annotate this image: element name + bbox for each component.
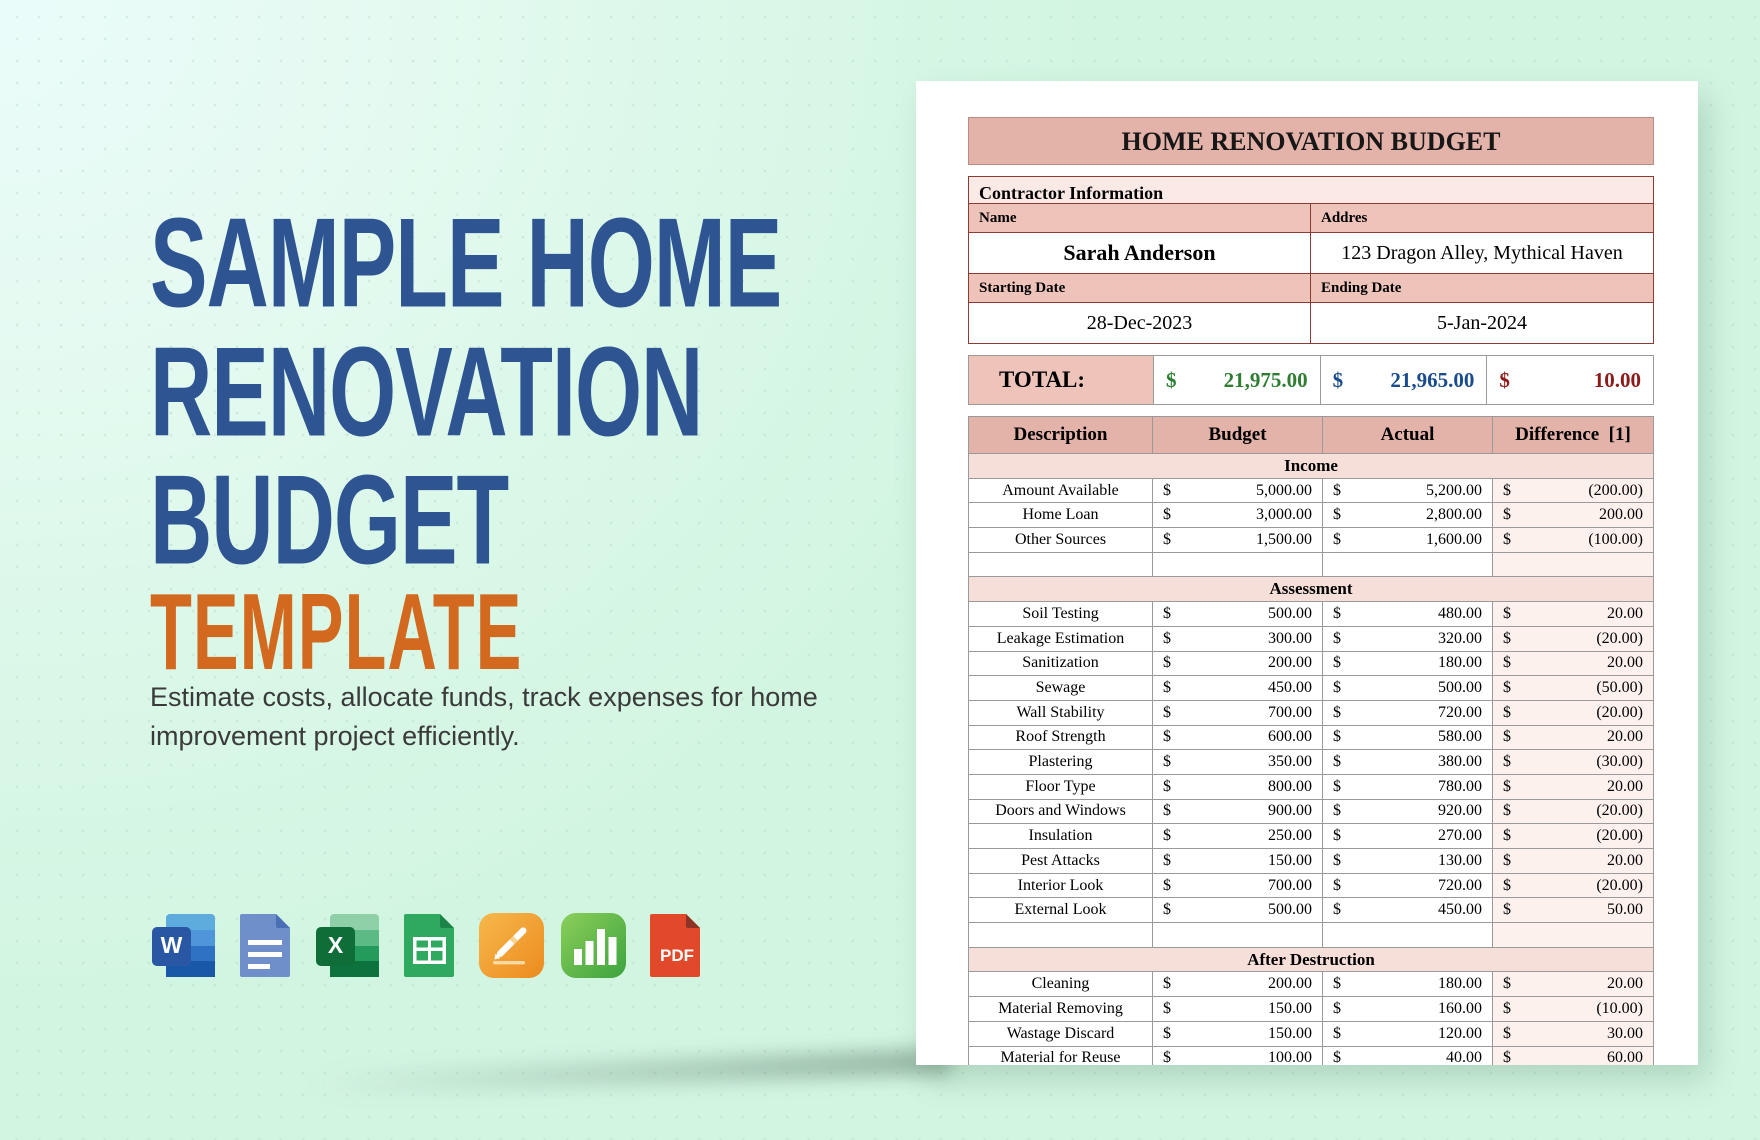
svg-text:PDF: PDF — [660, 946, 694, 965]
svg-text:X: X — [328, 932, 344, 958]
svg-text:W: W — [161, 932, 183, 958]
